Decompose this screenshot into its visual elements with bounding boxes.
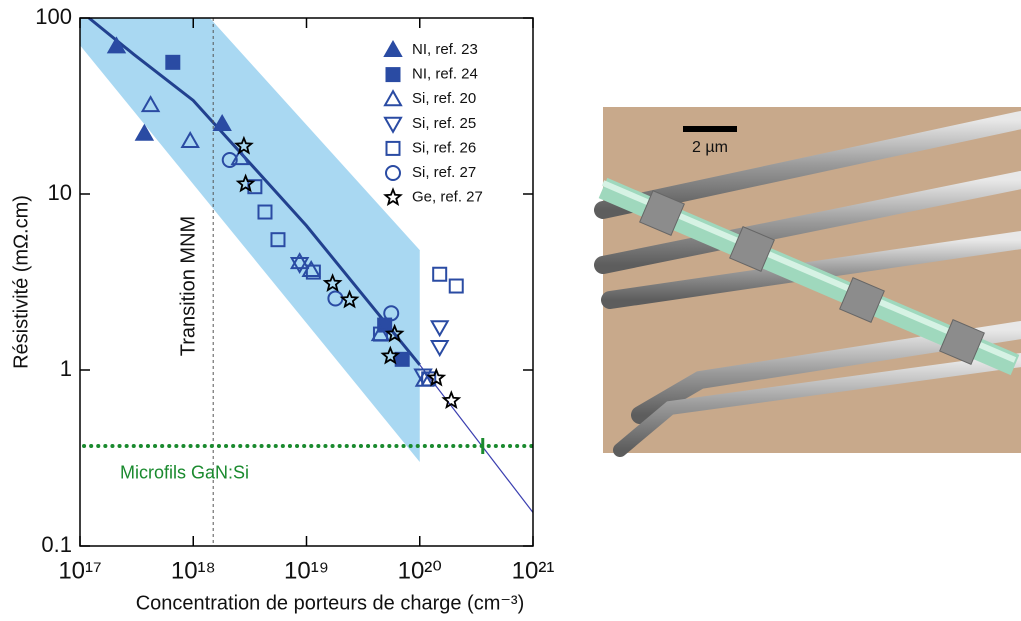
legend-label: Si, ref. 20 [412,90,476,107]
legend-marker [383,187,403,207]
point [212,113,232,131]
legend-label: NI, ref. 23 [412,41,478,58]
point [257,204,273,220]
legend-label: Ge, ref. 27 [412,189,483,206]
y-tick-label: 10 [48,180,72,205]
contacts [639,190,985,365]
point [372,326,388,342]
point [270,232,286,248]
legend-marker [385,140,401,156]
y-axis-label: Résistivité (mΩ.cm) [10,195,32,369]
point [394,351,410,367]
legend-label: Si, ref. 25 [412,115,476,132]
point [233,135,254,155]
sem-image: 2 µm [594,107,1021,457]
x-tick-label: 10²¹ [512,557,555,584]
point [380,345,401,365]
point [140,95,161,113]
legend-label: Si, ref. 26 [412,139,476,156]
point [429,320,450,338]
point [421,371,437,387]
legend-marker [383,116,403,134]
x-axis-label: Concentration de porteurs de charge (cm⁻… [136,592,525,614]
point [448,278,464,294]
y-tick-label: 100 [35,4,72,29]
point [235,173,256,193]
point [322,273,343,292]
extrapolation-line [419,364,533,513]
point [106,36,127,54]
y-tick-label: 0.1 [41,532,72,557]
legend-marker [385,165,401,181]
point [441,390,462,410]
legend-label: Si, ref. 27 [412,164,476,181]
point [384,323,405,343]
uncertainty-band [80,18,420,463]
legend-label: NI, ref. 24 [412,66,478,83]
legend-marker [383,39,403,57]
legend-marker [383,89,403,107]
transition-label: Transition MNM [177,216,199,356]
point [429,340,450,358]
point [134,123,155,141]
y-tick-label: 1 [60,356,72,381]
point [289,257,310,275]
legend-marker [385,67,401,83]
point [383,305,400,322]
point [432,266,448,282]
electrodes [594,111,1021,457]
point [165,54,181,70]
point [221,152,238,169]
point [426,367,447,387]
chart: Transition MNM Microfils GaN:Si NI, ref. 2… [35,4,554,585]
x-tick-label: 10¹⁹ [284,557,329,584]
point [247,179,263,195]
x-tick-label: 10¹⁷ [58,557,101,584]
point [339,289,360,309]
x-tick-label: 10²⁰ [398,557,442,584]
gan-label: Microfils GaN:Si [120,463,249,483]
point [305,264,321,280]
x-tick-label: 10¹⁸ [171,557,216,584]
point [289,252,310,270]
scale-label: 2 µm [692,139,728,156]
point [413,368,433,386]
scale-bar [683,126,737,132]
point [180,131,200,149]
